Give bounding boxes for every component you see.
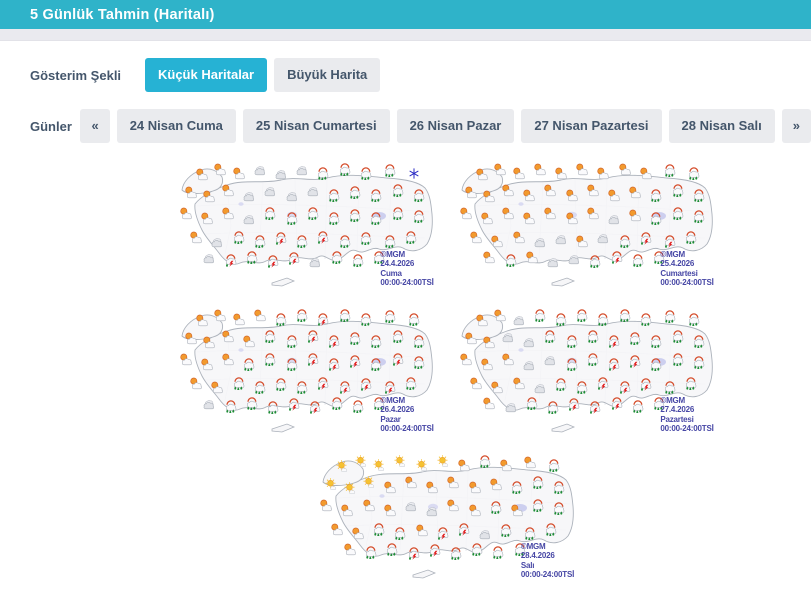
day-button-28-nisan-sali[interactable]: 28 Nisan Salı: [668, 109, 775, 143]
map-day: Pazar: [380, 414, 401, 424]
maps-row-3: ©MGM 28.4.2026 Salı 00:00-24:00TSİ: [175, 446, 721, 591]
day-button-25-nisan-cumartesi[interactable]: 25 Nisan Cumartesi: [242, 109, 390, 143]
map-caption: ©MGM 27.4.2026 Pazartesi 00:00-24:00TSİ: [660, 396, 713, 434]
map-date: 26.4.2026: [380, 405, 415, 415]
header-divider: [0, 29, 811, 41]
day-button-27-nisan-pazartesi[interactable]: 27 Nisan Pazartesi: [521, 109, 662, 143]
map-caption: ©MGM 24.4.2026 Cuma 00:00-24:00TSİ: [380, 250, 433, 288]
map-credit: ©MGM: [380, 395, 406, 405]
day-buttons: «24 Nisan Cuma 25 Nisan Cumartesi 26 Nisan…: [80, 109, 811, 143]
map-caption: ©MGM 25.4.2026 Cumartesi 00:00-24:00TSİ: [660, 250, 713, 288]
day-button-26-nisan-pazar[interactable]: 26 Nisan Pazar: [396, 109, 515, 143]
page-title: 5 Günlük Tahmin (Haritalı): [30, 6, 215, 23]
map-caption: ©MGM 28.4.2026 Salı 00:00-24:00TSİ: [521, 542, 574, 580]
display-mode-options: Küçük Haritalar Büyük Harita: [145, 58, 381, 92]
display-option-buyuk-harita[interactable]: Büyük Harita: [274, 58, 381, 92]
days-prev-button[interactable]: «: [80, 109, 110, 143]
map-hours: 00:00-24:00TSİ: [660, 424, 714, 434]
map-date: 28.4.2026: [520, 551, 555, 561]
maps-row-1: ©MGM 24.4.2026 Cuma 00:00-24:00TSİ ©MGM …: [175, 154, 721, 299]
days-next-button[interactable]: »: [781, 109, 811, 143]
maps-row-2: ©MGM 26.4.2026 Pazar 00:00-24:00TSİ ©MGM…: [175, 300, 721, 445]
map-day: Cuma: [380, 268, 402, 278]
forecast-map-pazartesi[interactable]: ©MGM 27.4.2026 Pazartesi 00:00-24:00TSİ: [455, 300, 720, 445]
map-credit: ©MGM: [520, 541, 546, 551]
day-button-24-nisan-cuma[interactable]: 24 Nisan Cuma: [116, 109, 236, 143]
map-hours: 00:00-24:00TSİ: [380, 278, 434, 288]
days-label: Günler: [30, 118, 72, 134]
map-credit: ©MGM: [660, 249, 686, 259]
maps-grid: ©MGM 24.4.2026 Cuma 00:00-24:00TSİ ©MGM …: [175, 154, 721, 591]
display-mode-row: Gösterim Şekli Küçük Haritalar Büyük Hari…: [30, 58, 811, 92]
map-date: 24.4.2026: [380, 259, 415, 269]
map-caption: ©MGM 26.4.2026 Pazar 00:00-24:00TSİ: [380, 396, 433, 434]
forecast-map-cumartesi[interactable]: ©MGM 25.4.2026 Cumartesi 00:00-24:00TSİ: [455, 154, 720, 299]
map-date: 27.4.2026: [660, 405, 695, 415]
forecast-map-sali[interactable]: ©MGM 28.4.2026 Salı 00:00-24:00TSİ: [315, 446, 581, 591]
map-day: Cumartesi: [660, 268, 698, 278]
map-credit: ©MGM: [380, 249, 406, 259]
map-hours: 00:00-24:00TSİ: [520, 570, 575, 580]
map-day: Salı: [520, 560, 535, 570]
map-date: 25.4.2026: [660, 259, 695, 269]
display-mode-label: Gösterim Şekli: [30, 67, 122, 83]
page-header: 5 Günlük Tahmin (Haritalı): [0, 0, 811, 29]
map-hours: 00:00-24:00TSİ: [380, 424, 434, 434]
forecast-map-cuma[interactable]: ©MGM 24.4.2026 Cuma 00:00-24:00TSİ: [175, 154, 440, 299]
forecast-map-pazar[interactable]: ©MGM 26.4.2026 Pazar 00:00-24:00TSİ: [175, 300, 440, 445]
display-option-kucuk-haritalar[interactable]: Küçük Haritalar: [145, 58, 268, 92]
map-hours: 00:00-24:00TSİ: [660, 278, 714, 288]
map-credit: ©MGM: [660, 395, 686, 405]
map-day: Pazartesi: [660, 414, 694, 424]
days-row: Günler «24 Nisan Cuma 25 Nisan Cumartesi 2…: [30, 109, 811, 143]
